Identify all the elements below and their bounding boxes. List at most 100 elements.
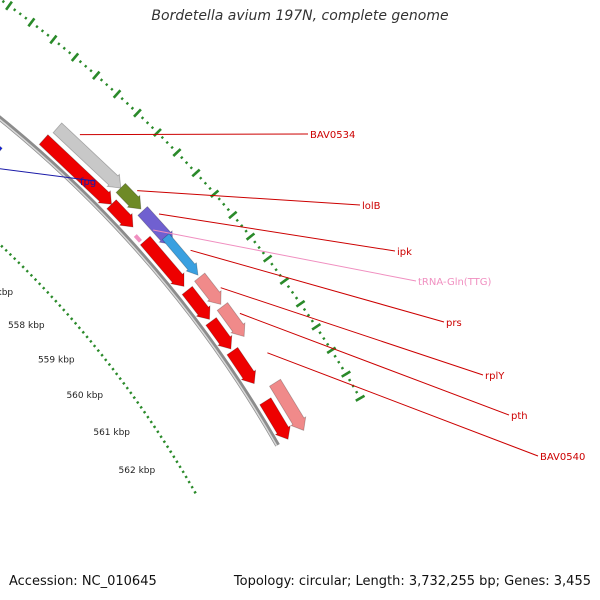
tick-mark bbox=[49, 34, 58, 45]
label-layer: 553 kbp554 kbp555 kbp556 kbp557 kbp558 k… bbox=[0, 130, 585, 476]
gene-label: BAV0540 bbox=[540, 452, 585, 463]
label-leader-line bbox=[239, 312, 510, 416]
tick-mark bbox=[226, 207, 230, 212]
genome-title: Bordetella avium 197N, complete genome bbox=[151, 8, 449, 24]
tick-mark bbox=[175, 460, 179, 464]
label-leader-line bbox=[190, 249, 445, 323]
tick-mark bbox=[295, 299, 306, 308]
tick-mark bbox=[29, 273, 34, 277]
tick-mark bbox=[149, 420, 153, 424]
tick-mark bbox=[347, 378, 352, 382]
tick-mark bbox=[146, 415, 150, 419]
olive-gene-arrow bbox=[115, 182, 142, 210]
blue-gene-arrow bbox=[0, 145, 3, 152]
tick-mark bbox=[122, 381, 126, 385]
tick-mark bbox=[107, 362, 112, 367]
tick-mark bbox=[92, 344, 97, 348]
tick-mark bbox=[125, 386, 129, 390]
tick-mark bbox=[333, 354, 337, 358]
tick-mark bbox=[222, 202, 226, 206]
tick-mark bbox=[240, 224, 244, 228]
tick-mark bbox=[120, 97, 124, 101]
gene-label: pth bbox=[511, 411, 528, 422]
tick-mark bbox=[322, 336, 326, 341]
tick-mark bbox=[203, 181, 208, 185]
tick-mark bbox=[112, 89, 122, 99]
tick-mark bbox=[355, 394, 366, 402]
tick-mark bbox=[18, 12, 22, 16]
tick-mark bbox=[69, 317, 74, 321]
tick-mark bbox=[290, 290, 295, 294]
tick-mark bbox=[136, 400, 140, 405]
gene-label: fpg bbox=[80, 177, 96, 188]
tick-mark bbox=[8, 252, 13, 257]
grey-gene-arrow bbox=[52, 122, 122, 189]
genome-backbone bbox=[0, 115, 280, 447]
tick-mark bbox=[68, 51, 72, 55]
label-leader-line bbox=[220, 287, 484, 376]
tick-mark bbox=[340, 366, 345, 370]
tick-mark bbox=[132, 396, 136, 400]
tick-mark bbox=[13, 256, 17, 261]
tick-mark bbox=[27, 17, 36, 28]
gene-label: tRNA-Gln(TTG) bbox=[418, 277, 492, 288]
tick-mark bbox=[235, 218, 239, 222]
gene-layer bbox=[0, 122, 307, 440]
red-gene-arrow bbox=[259, 397, 291, 440]
tick-mark bbox=[21, 265, 25, 269]
tick-mark bbox=[96, 348, 100, 353]
tick-mark bbox=[286, 285, 291, 289]
label-leader-line bbox=[153, 229, 417, 282]
topology-info: Topology: circular; Length: 3,732,255 bp… bbox=[233, 574, 591, 589]
tick-mark bbox=[24, 16, 28, 20]
tick-mark bbox=[337, 360, 341, 364]
tick-mark bbox=[208, 186, 212, 191]
tick-mark bbox=[199, 176, 203, 180]
tick-mark bbox=[318, 331, 322, 335]
tick-layer bbox=[0, 0, 366, 494]
red-gene-arrow bbox=[181, 285, 211, 320]
label-leader-line bbox=[137, 190, 361, 206]
tick-mark bbox=[110, 87, 114, 91]
pink-gene-arrow bbox=[194, 272, 222, 305]
tick-mark bbox=[261, 251, 266, 255]
tick-mark bbox=[165, 445, 170, 449]
tick-mark bbox=[150, 126, 155, 130]
gene-label: prs bbox=[446, 318, 462, 329]
tick-mark bbox=[104, 358, 108, 362]
tick-mark bbox=[184, 475, 188, 479]
tick-mark bbox=[193, 490, 197, 494]
tick-mark bbox=[142, 410, 147, 414]
tick-mark bbox=[294, 296, 299, 300]
pink-gene-arrow bbox=[216, 302, 246, 338]
tick-mark bbox=[89, 339, 93, 344]
trna-gene-mark bbox=[133, 234, 142, 243]
tick-mark bbox=[170, 145, 174, 150]
tick-mark bbox=[62, 46, 66, 50]
tick-mark bbox=[152, 128, 162, 138]
tick-mark bbox=[114, 372, 119, 376]
tick-mark bbox=[129, 391, 133, 395]
tick-mark bbox=[140, 116, 145, 120]
tick-mark bbox=[25, 269, 29, 273]
tick-mark bbox=[50, 295, 54, 299]
label-leader-line bbox=[158, 213, 396, 252]
red-gene-arrow bbox=[106, 199, 134, 228]
tick-mark bbox=[42, 286, 46, 290]
tick-mark bbox=[160, 135, 164, 140]
tick-mark bbox=[89, 69, 93, 73]
tick-mark bbox=[180, 155, 184, 160]
tick-mark bbox=[302, 307, 307, 312]
tick-mark bbox=[310, 319, 314, 323]
tick-mark bbox=[152, 425, 157, 429]
tick-mark bbox=[99, 78, 104, 82]
gene-label: lolB bbox=[362, 201, 381, 212]
tick-mark bbox=[253, 240, 257, 244]
tick-mark bbox=[178, 465, 182, 469]
tick-mark bbox=[81, 330, 85, 334]
tick-mark bbox=[156, 430, 160, 434]
tick-mark bbox=[172, 148, 182, 157]
tick-mark bbox=[46, 33, 50, 37]
tick-mark bbox=[78, 60, 83, 64]
scale-label: 558 kbp bbox=[8, 321, 45, 331]
